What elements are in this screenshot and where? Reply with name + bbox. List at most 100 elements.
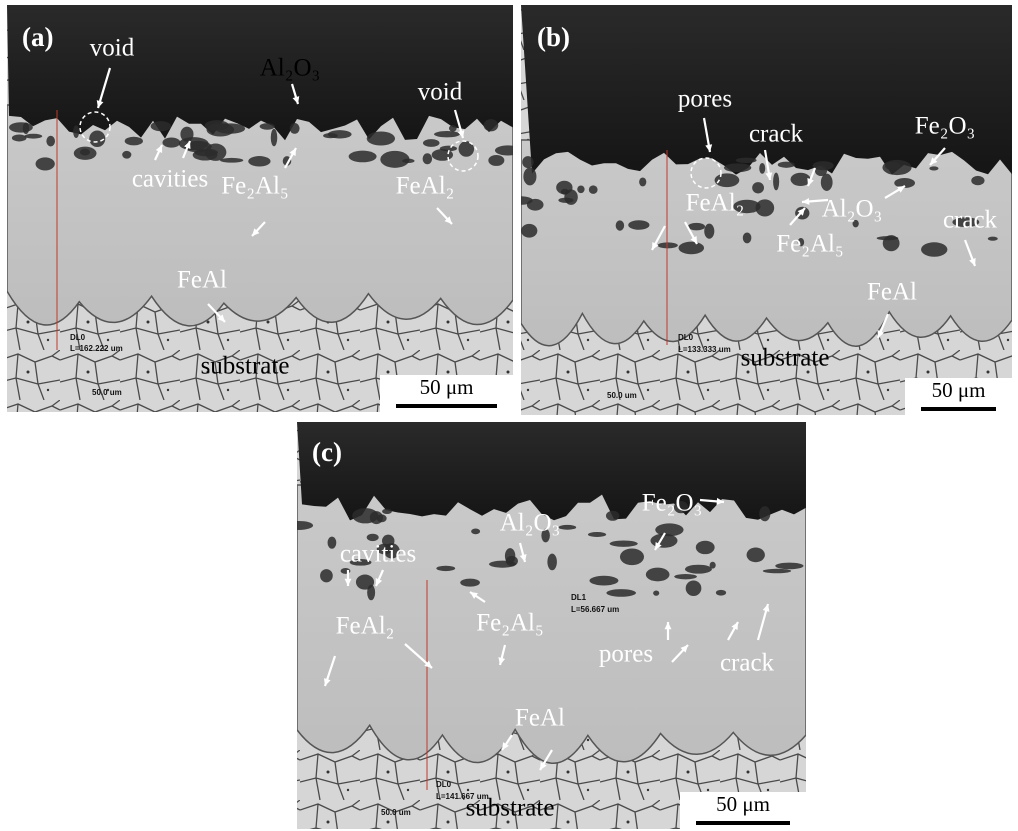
oxide-particle bbox=[125, 137, 143, 146]
oxide-layer bbox=[521, 5, 1012, 175]
annotation: pores bbox=[599, 641, 653, 668]
measurement-label: 50.0 um bbox=[92, 388, 122, 397]
annotation: FeAl₂ bbox=[336, 613, 395, 640]
annotation: Fe₂O₃ bbox=[642, 490, 703, 517]
oxide-particle bbox=[559, 525, 577, 530]
oxide-particle bbox=[356, 574, 374, 589]
oxide-particle bbox=[284, 521, 313, 530]
oxide-particle bbox=[9, 122, 33, 132]
annotation: Al₂O₃ bbox=[260, 55, 321, 82]
measurement-label: DL0 bbox=[70, 333, 86, 342]
measurement-label: L=141.667 um bbox=[436, 792, 489, 801]
annotation: Fe₂Al₅ bbox=[776, 231, 843, 258]
oxide-particle bbox=[759, 163, 765, 174]
oxide-particle bbox=[646, 568, 670, 582]
oxide-particle bbox=[162, 137, 180, 147]
measurement-label: 50.0 um bbox=[607, 391, 637, 400]
oxide-particle bbox=[193, 150, 218, 161]
oxide-particle bbox=[46, 136, 55, 147]
measurement-label: DL0 bbox=[436, 780, 452, 789]
annotation: void bbox=[90, 35, 135, 62]
annotation: FeAl bbox=[515, 705, 565, 732]
oxide-particle bbox=[736, 158, 757, 163]
oxide-particle bbox=[653, 590, 659, 595]
oxide-particle bbox=[658, 242, 678, 248]
oxide-particle bbox=[521, 224, 537, 238]
oxide-particle bbox=[759, 506, 770, 521]
oxide-particle bbox=[655, 523, 683, 536]
annotation: substrate bbox=[741, 345, 830, 372]
annotation: crack bbox=[749, 121, 804, 148]
oxide-particle bbox=[763, 569, 791, 573]
annotation: FeAl₂ bbox=[396, 173, 455, 200]
panel-label: (a) bbox=[22, 22, 53, 52]
oxide-particle bbox=[506, 556, 518, 566]
annotation: void bbox=[418, 79, 463, 106]
panel-label: (b) bbox=[537, 22, 570, 52]
oxide-particle bbox=[382, 509, 392, 514]
oxide-particle bbox=[679, 242, 705, 255]
oxide-particle bbox=[929, 166, 938, 170]
oxide-particle bbox=[674, 574, 697, 579]
oxide-particle bbox=[686, 580, 702, 596]
scale-bar-label: 50 μm bbox=[716, 792, 770, 816]
oxide-particle bbox=[815, 165, 827, 176]
oxide-particle bbox=[423, 153, 432, 164]
oxide-particle bbox=[971, 176, 984, 185]
oxide-particle bbox=[495, 145, 521, 155]
oxide-particle bbox=[460, 579, 480, 587]
oxide-particle bbox=[775, 563, 803, 570]
oxide-particle bbox=[423, 139, 440, 147]
oxide-particle bbox=[471, 529, 480, 535]
oxide-particle bbox=[639, 177, 646, 186]
annotation: Fe₂O₃ bbox=[915, 113, 976, 140]
oxide-particle bbox=[320, 569, 333, 582]
oxide-particle bbox=[484, 119, 499, 131]
oxide-particle bbox=[527, 199, 544, 211]
page: 50 μm 50 μm 50 μm (a) void Al₂O₃ void cavities F… bbox=[0, 0, 1018, 831]
oxide-particle bbox=[122, 151, 131, 159]
annotation: Fe₂Al₅ bbox=[221, 173, 288, 200]
oxide-particle bbox=[220, 158, 243, 163]
oxide-particle bbox=[588, 532, 606, 537]
oxide-particle bbox=[589, 185, 598, 194]
oxide-particle bbox=[402, 159, 414, 163]
oxide-particle bbox=[610, 540, 638, 546]
oxide-particle bbox=[752, 182, 764, 193]
annotation: crack bbox=[943, 207, 998, 234]
oxide-particle bbox=[522, 156, 533, 168]
oxide-particle bbox=[882, 160, 911, 175]
annotation: Al₂O₃ bbox=[822, 196, 883, 223]
oxide-particle bbox=[688, 223, 705, 231]
oxide-particle bbox=[743, 232, 752, 243]
oxide-particle bbox=[577, 186, 584, 194]
oxide-particle bbox=[36, 157, 55, 170]
oxide-particle bbox=[370, 511, 383, 524]
oxide-particle bbox=[821, 174, 833, 191]
oxide-particle bbox=[179, 137, 209, 150]
annotation: cavities bbox=[132, 166, 208, 193]
oxide-particle bbox=[89, 131, 105, 148]
oxide-particle bbox=[616, 220, 624, 230]
oxide-particle bbox=[449, 125, 457, 132]
oxide-particle bbox=[12, 134, 27, 141]
measurement-label: L=133.333 um bbox=[678, 345, 731, 354]
oxide-particle bbox=[628, 220, 649, 230]
oxide-particle bbox=[988, 237, 998, 241]
oxide-particle bbox=[716, 590, 726, 596]
annotation: FeAl₂ bbox=[686, 190, 745, 217]
measurement-label: 50.0 um bbox=[381, 808, 411, 817]
measurement-label: DL0 bbox=[678, 333, 694, 342]
scale-bar-label: 50 μm bbox=[420, 375, 474, 399]
oxide-particle bbox=[778, 162, 795, 168]
annotation: crack bbox=[720, 650, 775, 677]
oxide-particle bbox=[747, 548, 765, 563]
oxide-particle bbox=[606, 511, 619, 521]
oxide-particle bbox=[367, 131, 395, 145]
oxide-particle bbox=[696, 541, 715, 554]
oxide-particle bbox=[704, 224, 714, 239]
oxide-particle bbox=[207, 123, 235, 136]
scale-bar-label: 50 μm bbox=[932, 378, 986, 402]
oxide-particle bbox=[349, 151, 377, 163]
oxide-particle bbox=[436, 566, 455, 571]
